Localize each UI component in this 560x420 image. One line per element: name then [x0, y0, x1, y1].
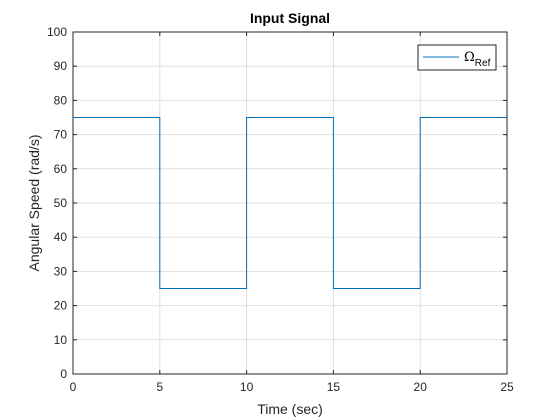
tick-labels: 0 5 10 15 20 25 0 10 20 30 40 50 60 70 80 90 100: [47, 25, 514, 394]
x-tick-label: 20: [414, 380, 428, 394]
legend-entry-subscript: Ref: [475, 58, 491, 69]
x-tick-label: 10: [240, 380, 254, 394]
y-tick-label: 70: [54, 128, 68, 142]
chart-title: Input Signal: [250, 10, 330, 26]
y-tick-label: 0: [60, 367, 67, 381]
x-axis-label: Time (sec): [257, 401, 323, 417]
legend: ΩRef: [417, 44, 497, 71]
y-axis-label: Angular Speed (rad/s): [26, 135, 42, 272]
x-tick-label: 15: [327, 380, 341, 394]
legend-entry-name: Ω: [464, 50, 475, 65]
y-tick-label: 100: [47, 25, 67, 39]
series-line-omega-ref: [73, 117, 508, 374]
legend-entry-label: ΩRef: [464, 50, 491, 69]
y-tick-label: 40: [54, 230, 68, 244]
y-tick-label: 60: [54, 162, 68, 176]
y-tick-label: 20: [54, 299, 68, 313]
grid-lines: [73, 32, 507, 374]
y-tick-label: 10: [54, 333, 68, 347]
y-tick-label: 80: [54, 93, 68, 107]
x-tick-label: 0: [70, 380, 77, 394]
y-tick-label: 50: [54, 196, 68, 210]
x-tick-label: 25: [500, 380, 514, 394]
ticks: [72, 31, 508, 375]
series-layer: [73, 117, 508, 374]
y-tick-label: 90: [54, 59, 68, 73]
y-tick-label: 30: [54, 264, 68, 278]
x-tick-label: 5: [156, 380, 163, 394]
